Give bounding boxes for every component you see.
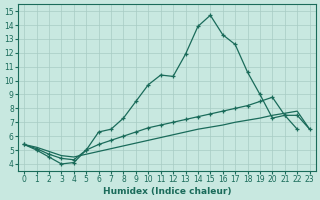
X-axis label: Humidex (Indice chaleur): Humidex (Indice chaleur) bbox=[103, 187, 231, 196]
